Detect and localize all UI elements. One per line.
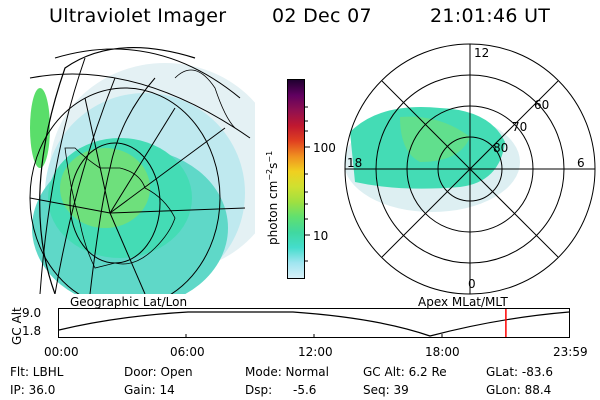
colorbar [287,79,305,279]
mlt-label-6: 6 [577,156,585,170]
glat-info: GLat: -83.6 [486,365,553,379]
time-label: 21:01:46 UT [430,5,551,27]
ip-info: IP: 36.0 [10,383,56,397]
mlat-label-70: 70 [512,120,528,134]
gain-info: Gain: 14 [124,383,175,397]
meridian-line [109,212,146,294]
orbit-xtick-0: 00:00 [44,345,79,359]
orbit-altitude-curve [58,311,570,337]
filter-info: Flt: LBHL [10,365,64,379]
glon-info: GLon: 88.4 [486,383,552,397]
latitude-circle [54,48,241,99]
polar-plot [344,43,596,295]
mlt-label-12: 12 [474,46,490,60]
meridian-line [109,107,176,214]
seq-info: Seq: 39 [363,383,409,397]
date-label: 02 Dec 07 [272,5,372,27]
latitude-circle [29,87,221,294]
instrument-title: Ultraviolet Imager [49,5,227,27]
door-info: Door: Open [124,365,193,379]
dsp-label: Dsp: [245,383,273,397]
emission-edge [30,88,50,168]
geographic-label: Geographic Lat/Lon [70,295,188,309]
orbit-xtick-4: 23:59 [553,345,588,359]
dsp-value: -5.6 [293,383,317,397]
coastline [174,69,236,129]
coastline [64,147,176,269]
mlt-line-diag [381,80,559,258]
colorbar-ticks [305,106,310,262]
meridian-line [109,127,226,214]
meridian-line [84,97,111,214]
meridian-line [54,77,116,294]
colorbar-tick-100: 100 [313,141,336,155]
orbit-frame [58,308,570,338]
mlt-label-0: 0 [468,277,476,291]
colorbar-tick-10: 10 [313,229,329,243]
latitude-circle [29,73,251,139]
orbit-altitude-plot [58,308,570,338]
orbit-ytick-max: 9.0 [22,306,42,320]
gc-alt-info: GC Alt: 6.2 Re [363,365,447,379]
mlat-label-80: 80 [493,141,509,155]
geographic-map [29,46,255,294]
orbit-xtick-2: 12:00 [298,345,333,359]
mode-info: Mode: Normal [245,365,329,379]
meridian-line [109,207,246,214]
colorbar-gradient [288,80,304,278]
earth-limb [39,46,196,294]
colorbar-unit-label: photon cm−2s−1 [265,150,280,245]
orbit-xtick-1: 06:00 [170,345,205,359]
meridian-line [39,57,86,294]
mlt-label-18: 18 [347,156,363,170]
polar-emission [344,107,520,212]
orbit-xtick-3: 18:00 [425,345,460,359]
polar-label: Apex MLat/MLT [418,295,508,309]
orbit-ytick-min: 1.8 [22,324,42,338]
mlat-label-60: 60 [534,98,550,112]
